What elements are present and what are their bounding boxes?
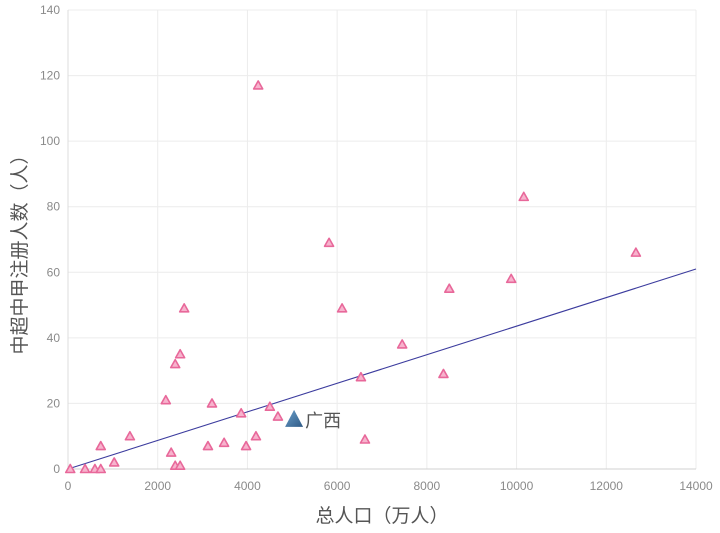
y-tick-label: 40: [47, 331, 61, 345]
y-axis-title: 中超中甲注册人数（人）: [9, 145, 31, 354]
triangle-marker: [355, 371, 367, 382]
y-tick-label: 140: [40, 3, 60, 17]
x-tick-label: 4000: [234, 479, 261, 493]
triangle-marker: [272, 411, 284, 421]
triangle-marker: [518, 191, 530, 202]
x-tick-label: 12000: [590, 479, 624, 493]
y-tick-label: 60: [47, 265, 61, 279]
triangle-marker: [359, 434, 371, 444]
x-tick-label: 8000: [414, 479, 441, 493]
triangle-marker: [235, 407, 247, 418]
triangle-marker: [95, 440, 107, 451]
x-tick-label: 6000: [324, 479, 351, 493]
triangle-marker: [264, 401, 276, 412]
triangle-marker: [396, 339, 408, 349]
x-axis-ticks: 0 2000 4000 6000 8000 10000 12000 14000: [65, 479, 713, 493]
triangle-highlight-icon: [285, 409, 304, 427]
triangle-marker: [218, 437, 230, 448]
triangle-marker: [630, 247, 642, 257]
triangle-marker: [336, 303, 348, 313]
x-tick-label: 2000: [144, 479, 171, 493]
triangle-marker: [95, 463, 107, 474]
triangle-marker: [438, 368, 449, 379]
data-points: [64, 80, 642, 474]
y-tick-label: 20: [47, 396, 61, 410]
triangle-marker: [169, 358, 181, 369]
y-tick-label: 120: [40, 69, 60, 83]
annotation-label: 广西: [305, 411, 341, 432]
triangle-marker: [178, 303, 190, 313]
triangle-marker: [64, 463, 76, 474]
triangle-marker: [206, 398, 218, 408]
triangle-marker: [252, 80, 264, 90]
y-tick-label: 100: [40, 134, 60, 148]
y-axis-ticks: 0 20 40 60 80 100 120 140: [40, 3, 60, 476]
triangle-marker: [240, 440, 252, 451]
triangle-marker: [79, 463, 91, 474]
x-tick-label: 0: [65, 479, 72, 493]
grid-lines: [67, 9, 697, 470]
triangle-marker: [165, 447, 177, 457]
triangle-marker: [323, 237, 335, 248]
triangle-marker: [108, 457, 120, 467]
triangle-marker: [174, 460, 186, 471]
y-tick-label: 80: [47, 200, 61, 214]
trend-line: [67, 268, 697, 470]
highlight-point-guangxi: 广西: [285, 409, 341, 432]
triangle-marker: [124, 430, 136, 441]
x-tick-label: 14000: [679, 479, 713, 493]
triangle-marker: [505, 273, 517, 284]
triangle-marker: [202, 440, 214, 451]
triangle-marker: [443, 283, 455, 293]
triangle-marker: [160, 394, 172, 405]
triangle-marker: [174, 348, 186, 359]
x-axis-title: 总人口（万人）: [315, 505, 448, 527]
triangle-marker: [250, 430, 262, 441]
x-tick-label: 10000: [500, 479, 534, 493]
y-tick-label: 0: [53, 462, 60, 476]
axes: [67, 10, 696, 470]
